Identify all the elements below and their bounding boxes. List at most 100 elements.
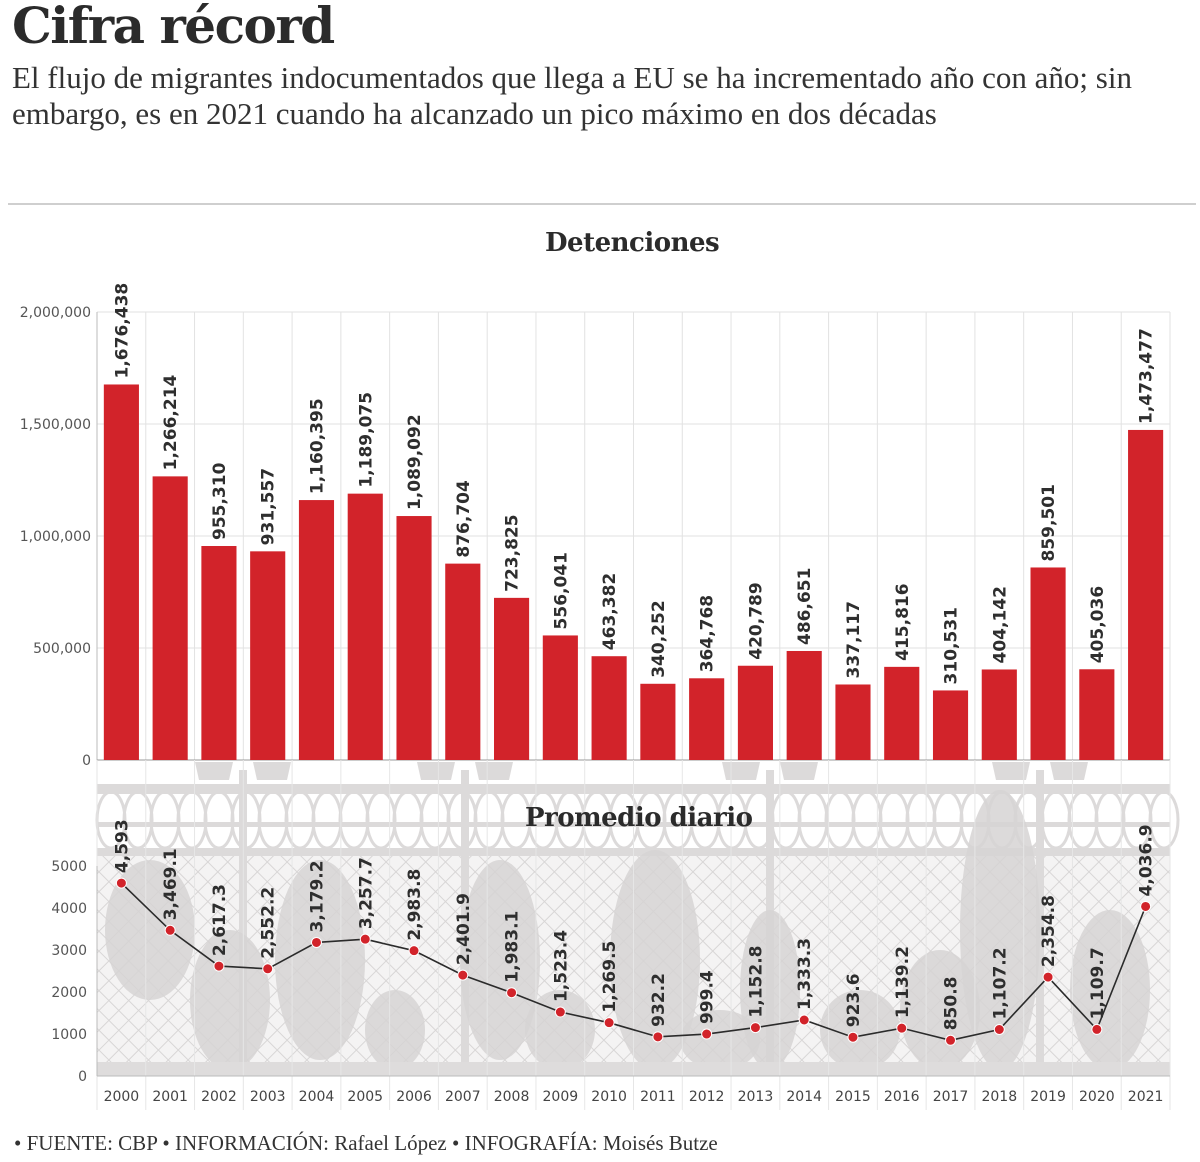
credits-footer: • FUENTE: CBP • INFORMACIÓN: Rafael Lópe… xyxy=(14,1131,718,1155)
data-point xyxy=(993,1023,1005,1035)
bar-value-label: 486,651 xyxy=(795,568,815,645)
page-subtitle: El flujo de migrantes indocumentados que… xyxy=(12,60,1132,131)
migrant-silhouette xyxy=(275,860,365,1060)
bar xyxy=(1030,567,1066,760)
data-point xyxy=(847,1031,859,1043)
fence-post xyxy=(1036,770,1044,1076)
point-value-label: 1,983.1 xyxy=(503,911,523,983)
floodlight xyxy=(992,762,1030,780)
line-chart-grid xyxy=(96,760,1171,1110)
point-value-label: 2,354.8 xyxy=(1039,895,1059,967)
razor-wire-coil xyxy=(473,790,505,850)
x-tick-label: 2011 xyxy=(640,1089,676,1105)
x-tick-label: 2009 xyxy=(543,1089,579,1105)
data-point xyxy=(896,1022,908,1034)
floodlight xyxy=(780,762,818,780)
data-point xyxy=(1140,900,1152,912)
y-tick-label: 0 xyxy=(78,1069,87,1085)
data-point xyxy=(798,1014,810,1026)
floodlight xyxy=(253,762,291,780)
razor-wire-coil xyxy=(311,790,343,850)
migrant-silhouette xyxy=(960,790,1040,1070)
point-value-label: 3,257.7 xyxy=(356,857,376,929)
bar xyxy=(884,666,920,760)
point-value-label: 850.8 xyxy=(942,976,962,1030)
y-tick-label: 2,000,000 xyxy=(20,305,91,321)
bar xyxy=(1079,669,1115,760)
bar-value-label: 1,676,438 xyxy=(112,283,132,379)
migrant-silhouette xyxy=(525,990,595,1070)
floodlight xyxy=(475,762,513,780)
data-point xyxy=(1042,971,1054,983)
x-tick-label: 2014 xyxy=(786,1089,822,1105)
bar-value-label: 463,382 xyxy=(600,573,620,650)
migrant-silhouette xyxy=(190,930,270,1070)
razor-wire-coil xyxy=(176,790,208,850)
point-value-label: 1,333.3 xyxy=(795,938,815,1010)
bar-value-label: 1,160,395 xyxy=(307,398,327,494)
series-line xyxy=(120,882,1147,1042)
x-tick-label: 2021 xyxy=(1128,1089,1164,1105)
line-chart-y-axis: 0 1000 2000 3000 4000 5000 xyxy=(51,859,87,1085)
bar-value-label: 955,310 xyxy=(210,462,230,540)
data-point xyxy=(1091,1023,1103,1035)
bar-value-label: 1,189,075 xyxy=(356,392,376,488)
data-point xyxy=(164,924,176,936)
migrant-silhouette xyxy=(105,860,195,1000)
bar-value-label: 415,816 xyxy=(893,583,913,660)
x-tick-label: 2015 xyxy=(835,1089,871,1105)
point-value-label: 932.2 xyxy=(649,973,669,1027)
line-chart-data-labels: 4,593 3,469.1 2,617.3 2,552.2 3,179.2 3,257.7… xyxy=(112,819,1156,1030)
x-tick-label: 2005 xyxy=(347,1089,383,1105)
razor-wire-coil xyxy=(203,790,235,850)
data-point xyxy=(652,1031,664,1043)
data-point xyxy=(554,1006,566,1018)
razor-wire-coil xyxy=(1148,790,1180,850)
bar xyxy=(640,683,676,760)
bar xyxy=(201,546,237,760)
data-point xyxy=(457,969,469,981)
migrant-silhouette xyxy=(460,860,540,1060)
x-tick-label: 2007 xyxy=(445,1089,481,1105)
point-value-label: 999.4 xyxy=(698,970,718,1024)
x-tick-label: 2010 xyxy=(591,1089,627,1105)
point-value-label: 2,983.8 xyxy=(405,869,425,941)
point-value-label: 923.6 xyxy=(844,973,864,1027)
razor-wire-coil xyxy=(797,790,829,850)
point-value-label: 4,036.9 xyxy=(1137,824,1157,896)
razor-wire-coil xyxy=(905,790,937,850)
bar-value-label: 340,252 xyxy=(649,600,669,677)
floodlight xyxy=(1050,762,1088,780)
point-value-label: 1,139.2 xyxy=(893,946,913,1018)
y-tick-label: 1,500,000 xyxy=(20,417,91,433)
data-point xyxy=(701,1028,713,1040)
bar-value-label: 404,142 xyxy=(990,586,1010,663)
x-tick-label: 2013 xyxy=(738,1089,774,1105)
data-point xyxy=(749,1022,761,1034)
bar-value-label: 405,036 xyxy=(1088,586,1108,663)
migrant-silhouette xyxy=(365,990,425,1070)
x-tick-label: 2004 xyxy=(299,1089,335,1105)
migrant-silhouette xyxy=(820,990,900,1070)
x-tick-label: 2000 xyxy=(104,1089,140,1105)
bar-chart-data-labels: 1,676,438 1,266,214 955,310 931,557 1,160,39… xyxy=(112,283,1156,685)
data-point xyxy=(262,963,274,975)
bar xyxy=(445,563,481,760)
bar xyxy=(542,635,578,760)
bar xyxy=(835,684,871,760)
y-tick-label: 5000 xyxy=(51,859,87,875)
y-tick-label: 3000 xyxy=(51,943,87,959)
point-value-label: 1,269.5 xyxy=(600,941,620,1013)
razor-wire-coil xyxy=(392,790,424,850)
x-tick-label: 2012 xyxy=(689,1089,725,1105)
point-value-label: 1,107.2 xyxy=(990,947,1010,1019)
bar-chart-bars xyxy=(103,384,1164,760)
y-tick-label: 2000 xyxy=(51,985,87,1001)
bar xyxy=(981,669,1017,760)
bar-value-label: 1,089,092 xyxy=(405,414,425,510)
razor-wire-coil xyxy=(1040,790,1072,850)
razor-wire-coil xyxy=(932,790,964,850)
point-value-label: 2,552.2 xyxy=(259,887,279,959)
bar-value-label: 1,473,477 xyxy=(1137,328,1157,424)
line-chart-title: Promedio diario xyxy=(525,803,753,833)
